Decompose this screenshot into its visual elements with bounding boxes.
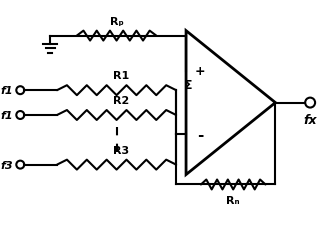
Text: Rₙ: Rₙ bbox=[226, 196, 240, 206]
Text: R1: R1 bbox=[114, 71, 130, 81]
Text: fx: fx bbox=[303, 114, 317, 127]
Text: f1: f1 bbox=[0, 111, 13, 121]
Text: -: - bbox=[197, 128, 203, 143]
Text: f1: f1 bbox=[0, 86, 13, 96]
Text: +: + bbox=[195, 65, 205, 78]
Text: Σ: Σ bbox=[184, 79, 192, 92]
Text: R3: R3 bbox=[114, 146, 130, 156]
Text: R2: R2 bbox=[114, 96, 130, 106]
Text: f3: f3 bbox=[0, 161, 13, 171]
Text: Rₚ: Rₚ bbox=[110, 17, 123, 27]
